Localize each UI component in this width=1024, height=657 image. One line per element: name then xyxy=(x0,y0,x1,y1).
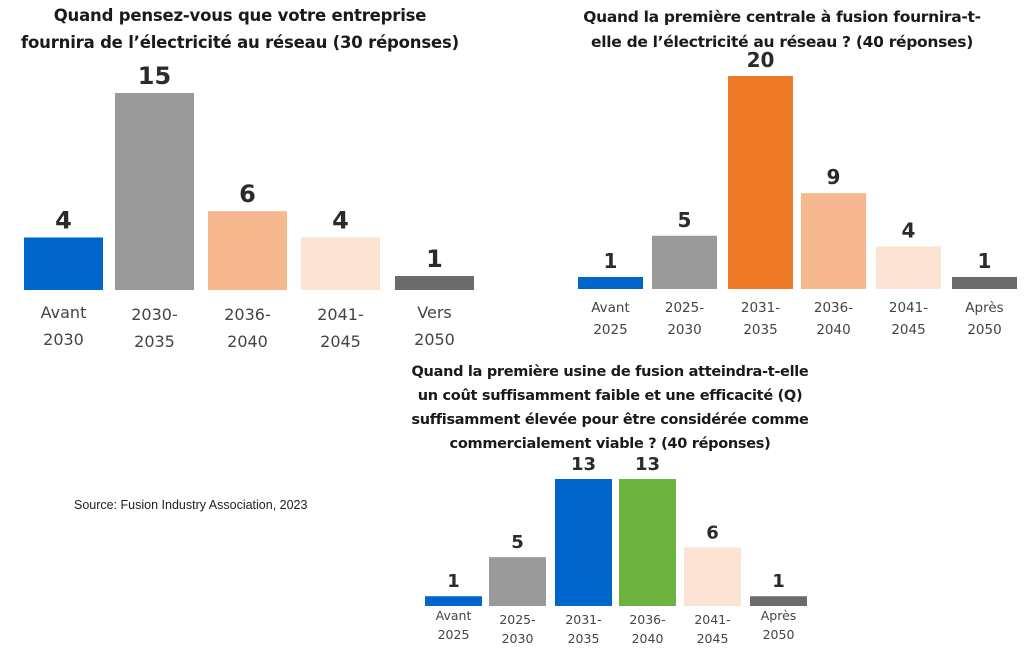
chart-3-category-label: 2036- xyxy=(629,612,665,627)
chart-1-category-label: Vers xyxy=(417,303,451,322)
chart-2-category-label: 2025- xyxy=(665,300,704,316)
chart-3-title-line: Quand la première usine de fusion attein… xyxy=(411,364,809,380)
chart-3-category-label: 2050 xyxy=(763,627,795,642)
chart-1-bar xyxy=(301,237,380,290)
chart-2-value-label: 9 xyxy=(827,165,841,189)
chart-3-category-label: 2025- xyxy=(499,612,535,627)
chart-3-bar xyxy=(684,547,741,606)
chart-3-value-label: 5 xyxy=(511,532,524,553)
chart-3-value-label: 13 xyxy=(571,454,596,475)
chart-3-value-label: 6 xyxy=(706,522,719,543)
chart-3-title-line: suffisamment élevée pour être considérée… xyxy=(411,412,809,428)
chart-3-category-label: Avant xyxy=(436,608,472,623)
chart-3-value-label: 1 xyxy=(772,571,785,592)
chart-3-category-label: 2031- xyxy=(565,612,601,627)
chart-3-bar xyxy=(619,479,676,606)
chart-3-bar xyxy=(489,557,546,606)
chart-3-title-line: commercialement viable ? (40 réponses) xyxy=(449,436,771,452)
chart-1-title-line: Quand pensez-vous que votre entreprise xyxy=(53,6,427,25)
chart-2-category-label: 2035 xyxy=(743,322,777,338)
chart-1-value-label: 6 xyxy=(239,180,256,208)
chart-3-category-label: 2025 xyxy=(438,627,470,642)
chart-2-category-label: 2036- xyxy=(814,300,853,316)
chart-2-category-label: Après xyxy=(965,300,1003,316)
chart-2-value-label: 5 xyxy=(678,208,692,232)
chart-3-value-label: 13 xyxy=(635,454,660,475)
source-note: Source: Fusion Industry Association, 202… xyxy=(74,498,308,512)
chart-1-category-label: 2030 xyxy=(43,330,84,349)
chart-3-bar xyxy=(555,479,612,606)
chart-2-category-label: 2025 xyxy=(593,322,627,338)
chart-1-bar xyxy=(208,211,287,290)
chart-1-category-label: 2041- xyxy=(317,305,364,324)
chart-1-category-label: 2040 xyxy=(227,332,268,351)
chart-3-value-label: 1 xyxy=(447,571,460,592)
chart-1-value-label: 4 xyxy=(332,206,349,234)
chart-2-bar xyxy=(952,277,1017,289)
chart-1-value-label: 15 xyxy=(138,62,171,90)
chart-1-bar xyxy=(395,276,474,290)
chart-1-value-label: 1 xyxy=(426,245,443,273)
chart-3-title-line: un coût suffisamment faible et une effic… xyxy=(417,388,803,404)
chart-1-category-label: 2050 xyxy=(414,330,455,349)
chart-1-bar xyxy=(24,237,103,290)
chart-2-value-label: 4 xyxy=(902,218,916,242)
chart-1-title-line: fournira de l’électricité au réseau (30 … xyxy=(21,33,459,52)
chart-3-category-label: 2045 xyxy=(697,631,729,646)
chart-2-category-label: 2041- xyxy=(889,300,928,316)
chart-2-category-label: Avant xyxy=(591,300,630,316)
chart-2-title: Quand la première centrale à fusion four… xyxy=(540,5,1024,55)
chart-3-title: Quand la première usine de fusion attein… xyxy=(380,360,840,456)
chart-2-category-label: 2031- xyxy=(741,300,780,316)
chart-2-value-label: 1 xyxy=(978,249,992,273)
chart-2-category-label: 2040 xyxy=(816,322,850,338)
chart-2-category-label: 2045 xyxy=(891,322,925,338)
chart-2-category-label: 2050 xyxy=(967,322,1001,338)
chart-1-category-label: Avant xyxy=(41,303,87,322)
chart-2-category-label: 2030 xyxy=(667,322,701,338)
chart-1-category-label: 2036- xyxy=(224,305,271,324)
chart-3-category-label: 2030 xyxy=(502,631,534,646)
chart-2-bar xyxy=(876,246,941,289)
chart-2-bar xyxy=(652,235,717,289)
chart-2-bar xyxy=(801,193,866,289)
chart-3-bar xyxy=(425,596,482,606)
chart-3-category-label: 2041- xyxy=(694,612,730,627)
chart-3-bar xyxy=(750,596,807,606)
chart-3-category-label: 2035 xyxy=(568,631,600,646)
chart-2-value-label: 20 xyxy=(747,48,775,72)
chart-3-category-label: 2040 xyxy=(632,631,664,646)
chart-1-category-label: 2030- xyxy=(131,305,178,324)
chart-2-bar xyxy=(728,76,793,289)
chart-1-category-label: 2035 xyxy=(134,332,175,351)
chart-2-value-label: 1 xyxy=(604,249,618,273)
chart-2-title-line: elle de l’électricité au réseau ? (40 ré… xyxy=(591,33,973,51)
chart-1-category-label: 2045 xyxy=(320,332,361,351)
chart-2-title-line: Quand la première centrale à fusion four… xyxy=(583,8,981,26)
chart-2-bar xyxy=(578,277,643,289)
chart-1-title: Quand pensez-vous que votre entreprise f… xyxy=(0,2,480,56)
chart-1-value-label: 4 xyxy=(55,206,72,234)
chart-3-category-label: Après xyxy=(761,608,797,623)
chart-1-bar xyxy=(115,93,194,290)
